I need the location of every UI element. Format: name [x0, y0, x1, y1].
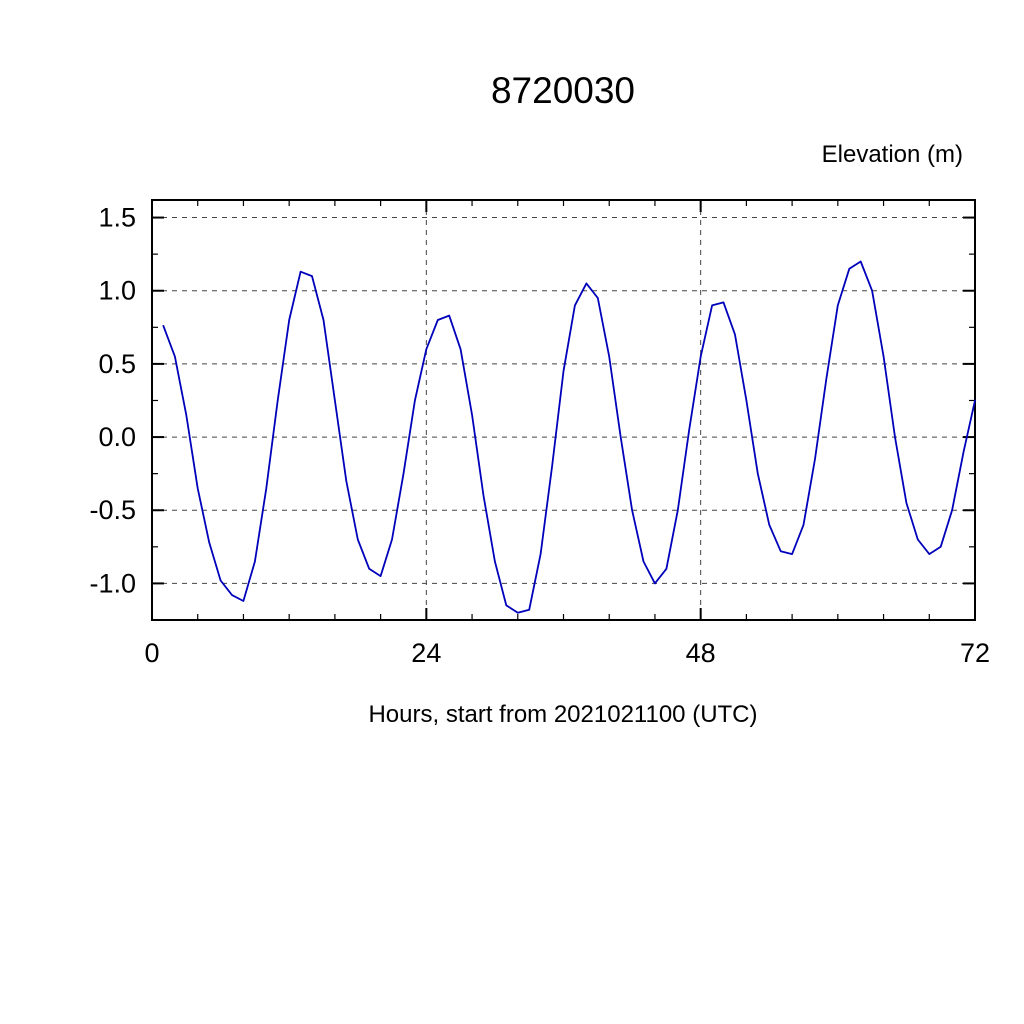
x-tick-label: 48 [686, 638, 716, 668]
y-tick-label: 0.5 [98, 349, 136, 379]
y-tick-label: 1.5 [98, 203, 136, 233]
x-tick-label: 72 [960, 638, 990, 668]
y-tick-label: -0.5 [89, 495, 136, 525]
grid-lines [152, 200, 975, 620]
elevation-line [162, 260, 976, 614]
x-tick-label: 24 [411, 638, 441, 668]
x-axis-label: Hours, start from 2021021100 (UTC) [368, 701, 757, 728]
y-axis-unit-label: Elevation (m) [822, 141, 963, 168]
plot-frame-group [151, 199, 976, 621]
tick-labels: 0 24 48 72 -1.0 -0.5 0.0 0.5 1.0 1.5 [89, 203, 990, 668]
chart-title: 8720030 [491, 70, 635, 111]
data-line-group [162, 260, 976, 614]
plot-frame [151, 199, 976, 621]
axis-ticks [151, 200, 976, 621]
y-tick-label: 1.0 [98, 276, 136, 306]
x-tick-label: 0 [144, 638, 159, 668]
y-tick-label: -1.0 [89, 568, 136, 598]
y-tick-label: 0.0 [98, 422, 136, 452]
